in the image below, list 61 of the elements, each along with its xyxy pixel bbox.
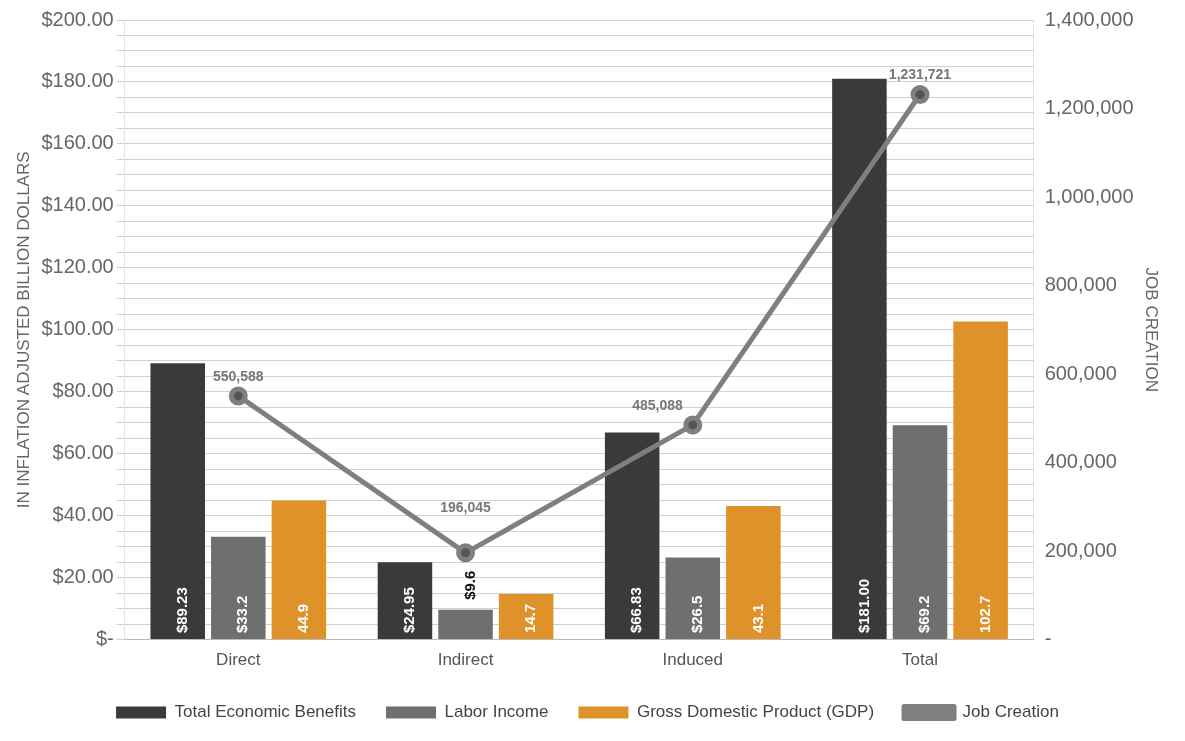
y2-tick-label: 400,000 (1044, 450, 1117, 473)
bar (953, 321, 1008, 640)
data-label: 43.1 (748, 603, 766, 634)
y2-tick-label: 1,000,000 (1044, 184, 1134, 207)
point (456, 543, 476, 563)
x-tick-label: Induced (662, 650, 724, 670)
bar (438, 609, 493, 640)
legend-label: Gross Domestic Product (GDP) (636, 702, 875, 722)
data-label: $181.00 (854, 578, 872, 634)
y2-tick-label: 600,000 (1044, 361, 1117, 384)
data-label: $26.5 (687, 595, 705, 634)
data-label: 485,088 (632, 396, 683, 413)
y-tick-label: $40.00 (52, 503, 114, 526)
data-label: $89.23 (172, 587, 190, 634)
x-tick-label: Total (902, 650, 938, 670)
y2-axis-title: JOB CREATION (1142, 267, 1162, 392)
data-label: $24.95 (400, 587, 418, 634)
data-label: 1,231,721 (888, 66, 952, 83)
data-label: 14.7 (521, 603, 539, 634)
y2-tick-label: 200,000 (1044, 538, 1117, 561)
y2-tick-label: 1,400,000 (1044, 7, 1134, 30)
data-label: $66.83 (627, 587, 645, 634)
y-tick-label: $20.00 (52, 565, 114, 588)
legend-label: Total Economic Benefits (174, 702, 356, 722)
bar (377, 562, 433, 640)
y-axis-title: IN INFLATION ADJUSTED BILLION DOLLARS (13, 151, 33, 509)
bar (832, 78, 887, 640)
y-tick-label: $160.00 (41, 131, 114, 154)
x-tick-label: Indirect (437, 650, 494, 670)
data-label: 196,045 (440, 498, 492, 515)
y-tick-label: $180.00 (41, 69, 114, 92)
point (228, 386, 248, 406)
bar (726, 506, 781, 640)
data-label: 44.9 (294, 603, 312, 634)
y2-tick-label: 800,000 (1044, 273, 1117, 296)
y-tick-label: $140.00 (41, 193, 114, 216)
data-label: 550,588 (213, 367, 264, 384)
point (910, 84, 930, 104)
point (683, 415, 703, 435)
x-tick-label: Direct (216, 650, 261, 670)
y-tick-label: $100.00 (41, 317, 114, 340)
bar (604, 432, 660, 640)
bar (498, 594, 554, 640)
y-tick-label: $60.00 (52, 441, 114, 464)
y-tick-label: $200.00 (41, 7, 114, 30)
y2-tick-label: 1,200,000 (1044, 96, 1134, 119)
y2-tick-label: - (1044, 627, 1052, 650)
bar (211, 536, 266, 640)
bar (892, 425, 948, 640)
y-tick-label: $120.00 (41, 255, 114, 278)
bar (150, 363, 205, 640)
data-label: 102.7 (975, 595, 993, 634)
bar (665, 557, 721, 640)
legend-label: Labor Income (444, 702, 549, 722)
data-label: $9.6 (460, 570, 478, 600)
legend-label: Job Creation (962, 702, 1059, 722)
y-tick-label: $80.00 (52, 379, 114, 402)
data-label: $33.2 (233, 595, 251, 634)
data-label: $69.2 (915, 595, 933, 634)
bar (271, 500, 327, 640)
y-tick-label: $- (95, 627, 114, 650)
